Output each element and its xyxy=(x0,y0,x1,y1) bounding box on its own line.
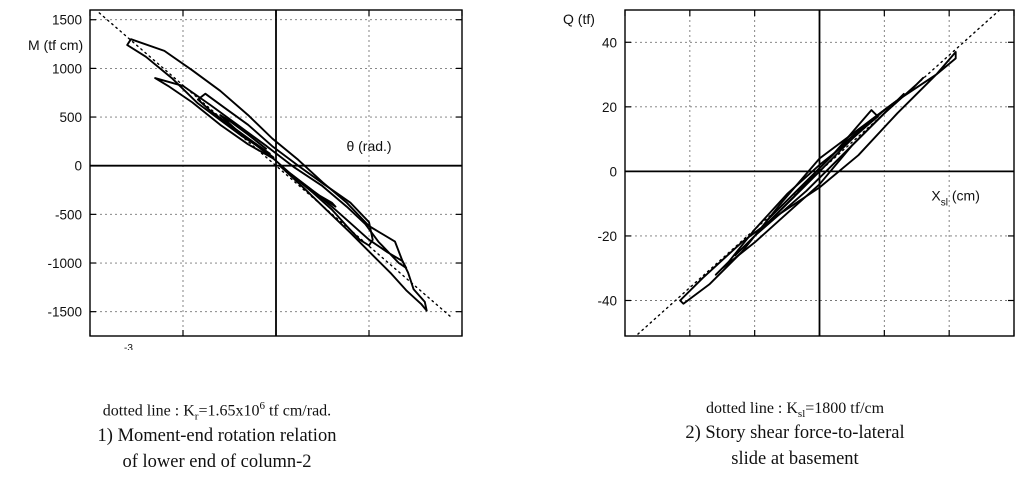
left-ytick-label-2: 500 xyxy=(59,110,82,125)
right-ytick-label-1: 20 xyxy=(602,100,617,115)
left-hysteresis-loop-1 xyxy=(154,77,408,269)
left-hysteresis-loop-3 xyxy=(219,114,337,208)
left-note-mid: =1.65x10 xyxy=(198,402,260,420)
left-ytick-label-0: 1500 xyxy=(52,13,82,28)
left-caption-line2: of lower end of column-2 xyxy=(122,451,312,472)
left-ytick-label-3: 0 xyxy=(74,159,82,174)
right-plot-area xyxy=(637,10,1001,335)
right-ytick-label-2: 0 xyxy=(609,164,617,179)
left-ytick-label-4: -500 xyxy=(55,207,82,222)
left-note-sup: 6 xyxy=(259,400,265,412)
left-dotted-reference-line xyxy=(98,12,454,320)
right-xtick-label-6: 0.3 xyxy=(1005,348,1024,350)
right-chart: 40 20 0 -20 -40 -0.3 -0.2 -0.1 0.0 0.1 0.2 0.3 Q (tf… xyxy=(563,9,1023,350)
left-ytick-label-6: -1500 xyxy=(47,305,82,320)
right-xtick-label-4: 0.1 xyxy=(875,348,894,350)
right-ytick-label-3: -20 xyxy=(597,229,617,244)
left-xtick-label-2: 0.0 xyxy=(267,348,286,350)
left-ytick-label-5: -1000 xyxy=(47,256,82,271)
left-note-prefix: dotted line : K xyxy=(102,402,195,420)
left-note-sub: r xyxy=(194,410,199,423)
right-xlabel-main: X xyxy=(931,187,941,203)
right-ytick-label-0: 40 xyxy=(602,35,617,50)
left-xtick-label-3: 0.5 xyxy=(360,348,379,350)
left-hysteresis-loop-0 xyxy=(126,38,428,312)
right-caption-line2: slide at basement xyxy=(731,449,859,470)
right-xlabel-sub: sl xyxy=(941,197,948,208)
left-xtick-label-1: -0.5 xyxy=(171,348,194,350)
right-ylabel: Q (tf) xyxy=(563,11,595,27)
left-ytick-label-1: 1000 xyxy=(52,61,82,76)
left-reference-note: dotted line : Kr=1.65x106 tf cm/rad. xyxy=(62,400,372,423)
left-xtick-label-0: -1.0x10 xyxy=(67,348,112,350)
left-chart: 1500 1000 500 0 -500 -1000 -1500 -1.0x10 -3 -0.5 0… xyxy=(28,9,472,350)
right-caption: dotted line : Ksl=1800 tf/cm 2) Story sh… xyxy=(640,400,950,472)
left-note-suffix: tf cm/rad. xyxy=(264,402,332,420)
left-ylabel: M (tf cm) xyxy=(28,37,83,53)
right-xlabel-unit: (cm) xyxy=(948,187,980,203)
right-ytick-label-4: -40 xyxy=(597,293,617,308)
right-xtick-label-2: -0.1 xyxy=(743,348,766,350)
left-xtick-label-4: 1.0 xyxy=(453,348,472,350)
right-xtick-label-0: -0.3 xyxy=(613,348,636,350)
left-xlabel: θ (rad.) xyxy=(346,138,391,154)
left-caption: dotted line : Kr=1.65x106 tf cm/rad. 1) … xyxy=(62,400,372,475)
right-reference-note: dotted line : Ksl=1800 tf/cm xyxy=(640,400,950,420)
left-xtick-exp: -3 xyxy=(124,343,133,350)
left-plot-area xyxy=(98,12,454,320)
right-hysteresis-loop-0 xyxy=(679,51,957,305)
left-caption-line1: 1) Moment-end rotation relation xyxy=(97,425,337,446)
right-xlabel: Xsl (cm) xyxy=(931,187,979,208)
right-note-prefix: dotted line : K xyxy=(705,400,798,417)
right-xtick-label-5: 0.2 xyxy=(940,348,959,350)
right-caption-line1: 2) Story shear force-to-lateral xyxy=(685,423,905,444)
left-hysteresis-loop-2 xyxy=(196,92,374,247)
right-note-suffix: =1800 tf/cm xyxy=(805,400,885,417)
right-xtick-label-1: -0.2 xyxy=(678,348,701,350)
right-xtick-label-3: 0.0 xyxy=(810,348,829,350)
right-hysteresis-loop-3 xyxy=(760,109,879,231)
right-note-sub: sl xyxy=(797,408,806,421)
charts-canvas: 1500 1000 500 0 -500 -1000 -1500 -1.0x10 -3 -0.5 0… xyxy=(28,9,1023,350)
right-hysteresis-loop-2 xyxy=(734,92,905,257)
